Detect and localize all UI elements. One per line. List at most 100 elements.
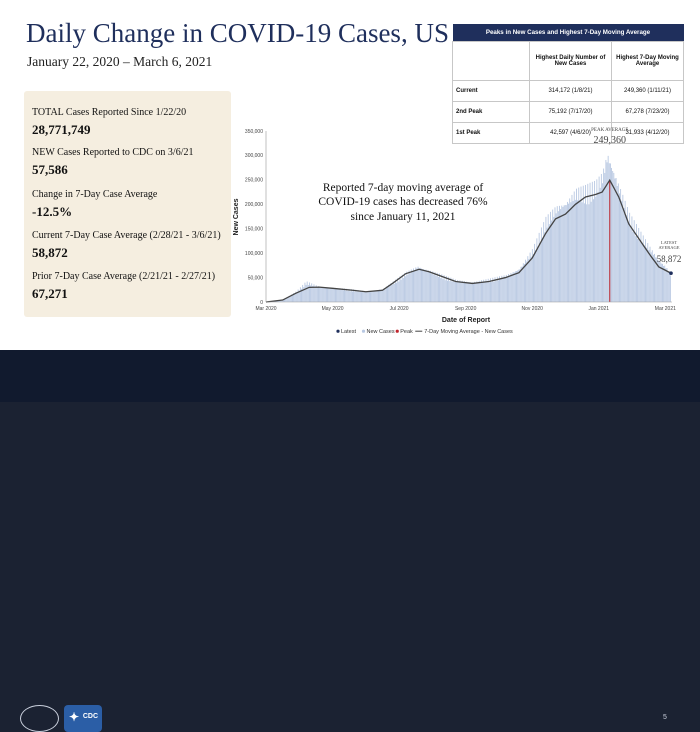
new-cases-bar — [352, 291, 353, 302]
new-cases-bar — [471, 283, 472, 302]
x-tick-label: May 2020 — [322, 306, 344, 312]
new-cases-bar — [642, 243, 643, 302]
new-cases-bar — [576, 189, 577, 302]
new-cases-bar — [521, 267, 522, 302]
new-cases-bar — [488, 279, 489, 302]
new-cases-bar — [433, 275, 434, 302]
x-tick-label: Jul 2020 — [390, 306, 409, 312]
peaks-row-daily: 314,172 (1/8/21) — [530, 81, 612, 102]
new-cases-bar — [445, 280, 446, 302]
new-cases-bar — [306, 285, 307, 302]
new-cases-bar — [364, 291, 365, 302]
stat-label: Change in 7-Day Case Average — [32, 189, 227, 200]
new-cases-bar — [504, 275, 505, 302]
new-cases-bar — [354, 292, 355, 302]
new-cases-bar — [498, 280, 499, 302]
new-cases-bar — [621, 201, 622, 302]
new-cases-bar — [376, 291, 377, 302]
new-cases-bar — [452, 281, 453, 302]
peaks-row-average: 249,360 (1/11/21) — [611, 81, 683, 102]
peaks-table-title: Peaks in New Cases and Highest 7-Day Mov… — [453, 24, 684, 42]
new-cases-bar — [429, 273, 430, 303]
new-cases-bar — [544, 232, 545, 302]
new-cases-bar — [422, 269, 423, 302]
new-cases-bar — [473, 283, 474, 302]
new-cases-bar — [349, 289, 350, 302]
new-cases-bar — [668, 272, 669, 302]
new-cases-bar — [573, 201, 574, 302]
new-cases-bar — [327, 288, 328, 302]
y-tick-label: 300,000 — [245, 153, 263, 159]
new-cases-bar — [385, 289, 386, 302]
new-cases-bar — [496, 281, 497, 302]
y-tick-label: 200,000 — [245, 202, 263, 208]
new-cases-bar — [294, 294, 295, 302]
new-cases-bar — [515, 271, 516, 302]
chart-annotation: Reported 7-day moving average of COVID-1… — [312, 181, 494, 224]
new-cases-bar — [663, 266, 664, 302]
new-cases-bar — [611, 168, 612, 302]
new-cases-bar — [507, 277, 508, 302]
new-cases-bar — [476, 281, 477, 302]
new-cases-bar — [360, 290, 361, 302]
new-cases-bar — [464, 281, 465, 302]
new-cases-bar — [311, 283, 312, 302]
new-cases-bar — [587, 184, 588, 302]
new-cases-bar — [560, 209, 561, 302]
new-cases-bar — [474, 282, 475, 302]
new-cases-bar — [337, 288, 338, 302]
new-cases-bar — [601, 174, 602, 302]
new-cases-bar — [593, 199, 594, 302]
new-cases-bar — [584, 203, 585, 302]
peak-average-value: 249,360 — [594, 135, 627, 146]
new-cases-bar — [581, 187, 582, 302]
new-cases-bar — [340, 288, 341, 302]
new-cases-bar — [605, 160, 606, 302]
new-cases-bar — [412, 272, 413, 302]
new-cases-bar — [578, 188, 579, 302]
new-cases-bar — [561, 206, 562, 302]
new-cases-bar — [602, 183, 603, 302]
new-cases-bar — [413, 268, 414, 302]
new-cases-bar — [361, 292, 362, 302]
new-cases-bar — [430, 271, 431, 302]
new-cases-bar — [448, 277, 449, 302]
new-cases-bar — [522, 267, 523, 302]
stat-label: TOTAL Cases Reported Since 1/22/20 — [32, 107, 227, 118]
new-cases-bar — [319, 288, 320, 302]
x-axis-label: Date of Report — [442, 317, 491, 324]
new-cases-bar — [506, 275, 507, 302]
new-cases-bar — [371, 291, 372, 302]
new-cases-bar — [357, 292, 358, 302]
new-cases-bar — [586, 204, 587, 302]
new-cases-bar — [518, 270, 519, 302]
new-cases-bar — [644, 245, 645, 302]
new-cases-bar — [599, 177, 600, 302]
new-cases-bar — [395, 280, 396, 302]
new-cases-bar — [579, 201, 580, 302]
new-cases-bar — [646, 248, 647, 302]
peaks-row-average: 67,278 (7/23/20) — [611, 102, 683, 123]
y-tick-label: 0 — [260, 300, 263, 306]
new-cases-bar — [410, 273, 411, 302]
new-cases-bar — [461, 282, 462, 302]
new-cases-bar — [459, 280, 460, 302]
cdc-logo-text: CDC — [83, 713, 98, 720]
new-cases-bar — [466, 282, 467, 302]
new-cases-bar — [529, 259, 530, 302]
new-cases-bar — [574, 192, 575, 303]
new-cases-bar — [342, 288, 343, 302]
new-cases-bar — [372, 291, 373, 302]
new-cases-bar — [539, 233, 540, 302]
new-cases-bar — [543, 222, 544, 302]
new-cases-bar — [438, 277, 439, 302]
new-cases-bar — [545, 217, 546, 302]
peaks-row-label: 2nd Peak — [453, 102, 530, 123]
new-cases-bar — [353, 289, 354, 302]
new-cases-bar — [548, 214, 549, 302]
new-cases-bar — [569, 198, 570, 302]
new-cases-bar — [392, 285, 393, 302]
new-cases-bar — [648, 250, 649, 302]
new-cases-bar — [533, 254, 534, 302]
new-cases-bar — [302, 285, 303, 302]
